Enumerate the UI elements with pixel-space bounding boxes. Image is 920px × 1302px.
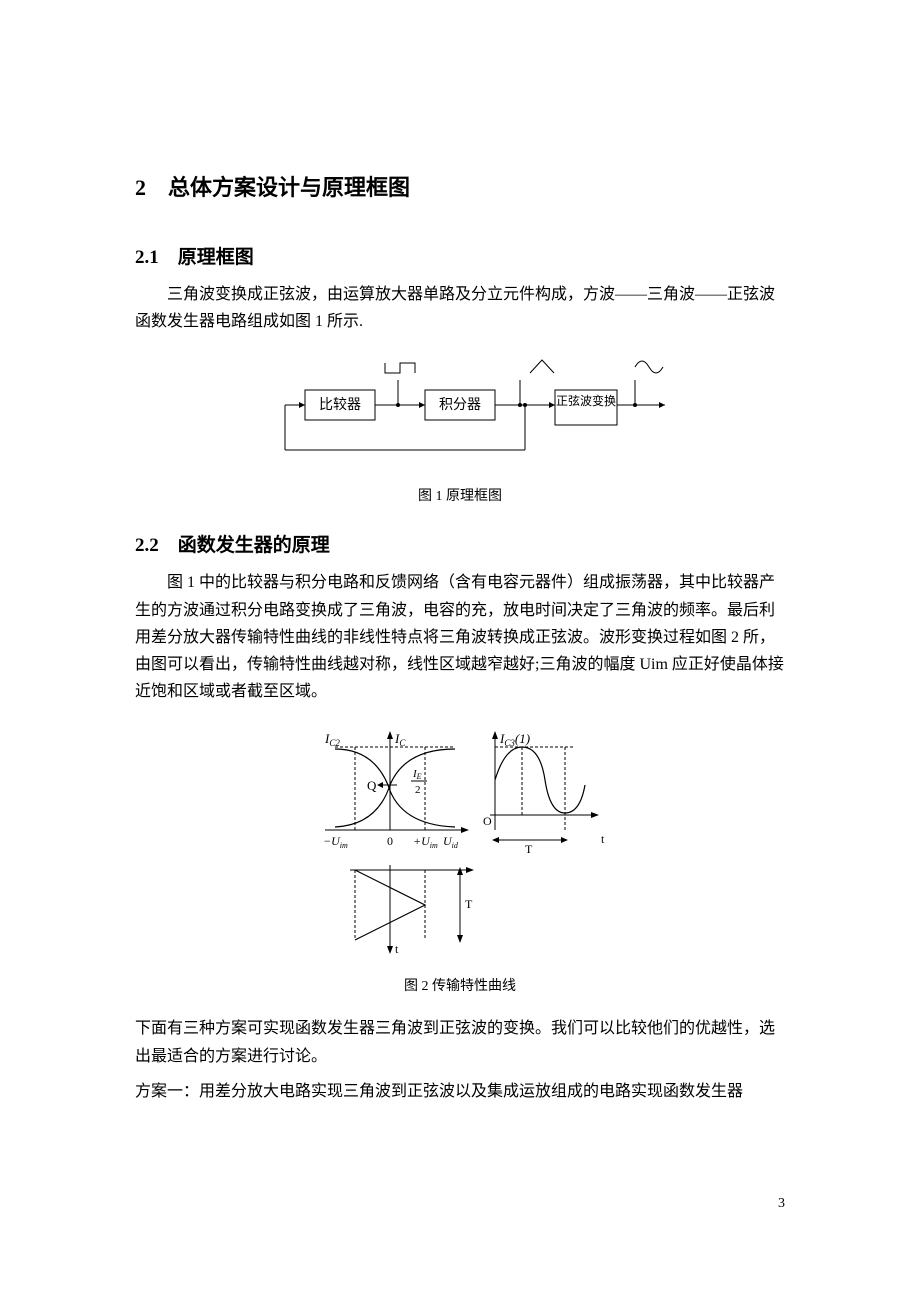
- t-label-bottom: t: [395, 942, 399, 956]
- curve-ic2: [335, 749, 455, 827]
- figure-1-caption: 图 1 原理框图: [135, 485, 785, 505]
- sine-label: 正弦波变换: [556, 393, 616, 408]
- neg-uim-label: −Uim: [323, 834, 348, 850]
- triangle-wave-icon: [530, 360, 554, 373]
- ie-denom: 2: [415, 784, 421, 796]
- sine-wave-icon: [635, 361, 663, 373]
- transfer-curve-diagram: IC2 IC Q IE 2 −Uim 0 +Uim Uid IC3(1): [135, 725, 785, 965]
- zero-label: 0: [387, 834, 393, 848]
- ic-label: IC: [394, 731, 406, 748]
- output-sine: [495, 747, 585, 813]
- block-diagram: 比较器 积分器 正弦波变换: [135, 355, 785, 475]
- q-label: Q: [367, 778, 377, 793]
- page-number: 3: [778, 1196, 785, 1212]
- ic3-label: IC3(1): [499, 731, 530, 748]
- paragraph-3: 下面有三种方案可实现函数发生器三角波到正弦波的变换。我们可以比较他们的优越性，选…: [135, 1015, 785, 1069]
- ic2-label: IC2: [324, 731, 340, 748]
- paragraph-2: 图 1 中的比较器与积分电路和反馈网络（含有电容元器件）组成振荡器，其中比较器产…: [135, 569, 785, 705]
- subsection-heading-1: 2.1 原理框图: [135, 242, 785, 269]
- section-heading: 2 总体方案设计与原理框图: [135, 170, 785, 202]
- T-label-right: T: [525, 842, 533, 856]
- origin-O: O: [483, 814, 492, 828]
- t-label-right: t: [601, 832, 605, 846]
- paragraph-4: 方案一：用差分放大电路实现三角波到正弦波以及集成运放组成的电路实现函数发生器: [135, 1078, 785, 1105]
- pos-uim-label: +Uim: [413, 834, 438, 850]
- curve-ic1: [335, 749, 455, 827]
- T-label-bottom: T: [465, 897, 473, 911]
- subsection-heading-2: 2.2 函数发生器的原理: [135, 530, 785, 557]
- comparator-label: 比较器: [319, 397, 361, 413]
- square-wave-icon: [385, 363, 415, 373]
- ie-label: IE: [412, 768, 422, 781]
- paragraph-1: 三角波变换成正弦波，由运算放大器单路及分立元件构成，方波——三角波——正弦波函数…: [135, 281, 785, 335]
- uid-label: Uid: [443, 834, 459, 850]
- integrator-label: 积分器: [439, 397, 481, 413]
- figure-2-caption: 图 2 传输特性曲线: [135, 975, 785, 995]
